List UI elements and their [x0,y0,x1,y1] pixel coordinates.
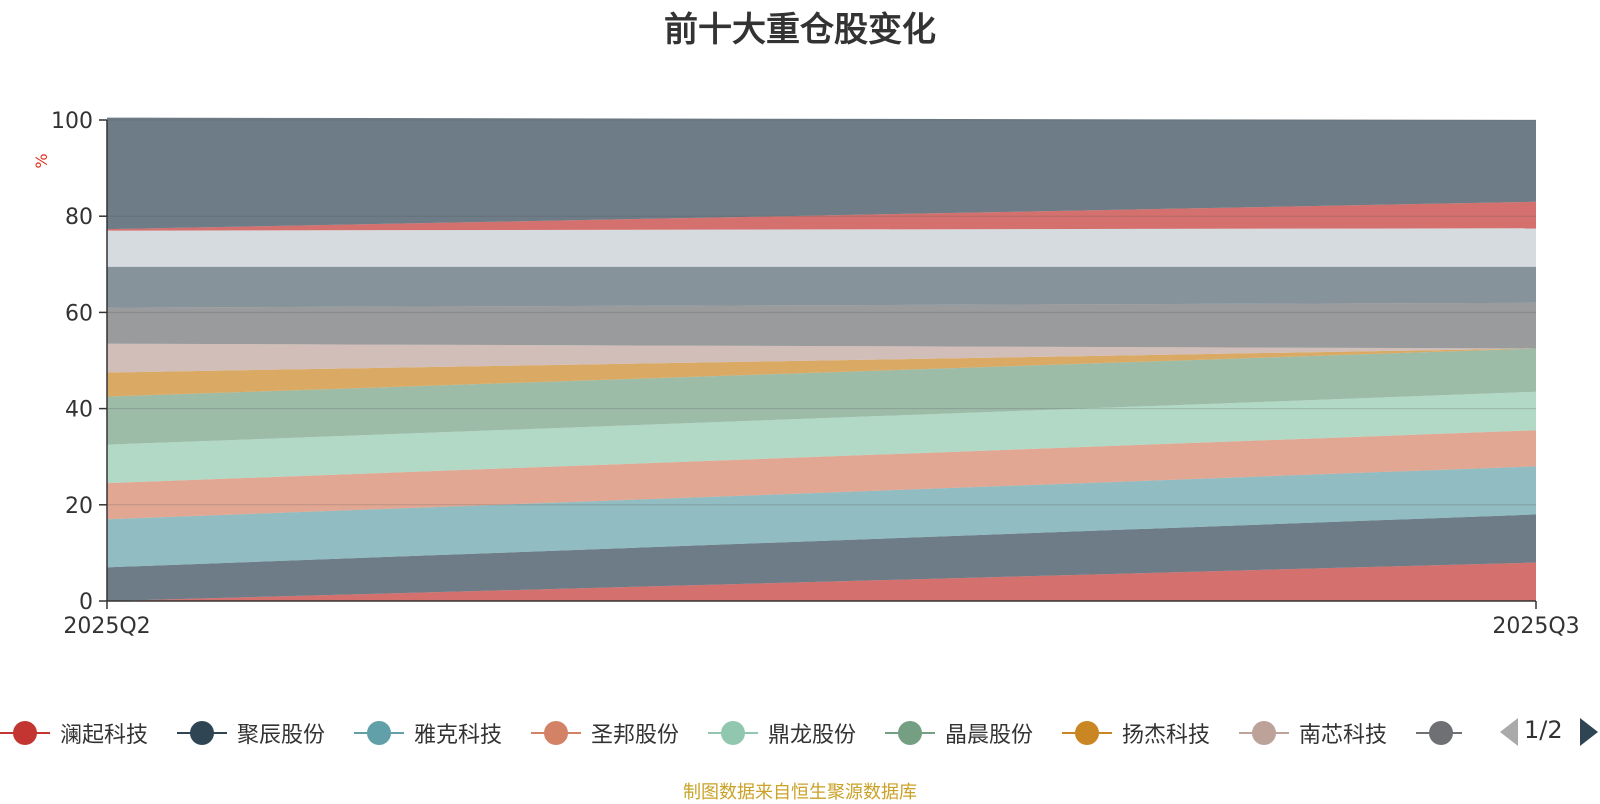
legend-marker-icon [1239,708,1289,758]
legend-prev-page-icon[interactable] [1500,718,1518,746]
area-series-13 [107,117,1536,230]
area-series-2 [107,514,1536,601]
legend-item[interactable]: 扬杰科技 [1062,708,1210,758]
area-series-7 [107,348,1536,397]
chart-area: 0 20 40 60 80 100 2025Q2 2025Q3 % [32,109,1580,639]
y-tick-label: 80 [65,205,93,230]
chart-title: 前十大重仓股变化 [664,10,936,50]
legend-label: 聚辰股份 [237,723,326,748]
legend-marker-icon [354,708,404,758]
axes: 0 20 40 60 80 100 2025Q2 2025Q3 [51,109,1580,639]
legend-marker-icon [1416,708,1462,758]
y-tick-label: 40 [65,398,93,423]
legend-marker-icon [531,708,581,758]
legend-item[interactable]: 南芯科技 [1239,708,1387,758]
area-series-6 [107,348,1536,445]
legend-marker-icon [0,708,50,758]
legend-marker-icon [177,708,227,758]
legend-item[interactable]: 兆 [1416,708,1462,758]
legend-label: 南芯科技 [1299,723,1388,748]
grid-lines [107,119,1536,506]
legend-item[interactable]: 澜起科技 [0,708,148,758]
legend-item[interactable]: 圣邦股份 [531,708,679,758]
legend-item[interactable]: 聚辰股份 [177,708,325,758]
area-series-4 [107,430,1536,520]
y-tick-label: 60 [65,301,93,326]
area-series-group [107,117,1536,601]
source-note: 制图数据来自恒生聚源数据库 [683,782,917,803]
legend-label: 晶晨股份 [945,723,1034,748]
legend-label: 圣邦股份 [591,723,680,748]
legend-marker-icon [1062,708,1112,758]
area-series-9 [107,302,1536,349]
y-tick-label: 100 [51,109,93,134]
legend-label: 鼎龙股份 [768,723,857,748]
area-series-10 [107,266,1536,308]
legend-item[interactable]: 雅克科技 [354,708,502,758]
legend-page-label: 1/2 [1524,716,1563,744]
legend-next-page-icon[interactable] [1580,718,1598,746]
area-series-8 [107,343,1536,373]
y-tick-label: 0 [79,590,93,615]
legend-items: 澜起科技 聚辰股份 雅克科技 圣邦股份 鼎龙股份 晶晨股份 扬杰科技 南芯科技 兆 [0,708,1462,758]
y-axis-label: % [32,153,51,168]
area-series-12 [107,201,1536,231]
legend-marker-icon [885,708,935,758]
area-series-3 [107,466,1536,568]
legend-label: 扬杰科技 [1122,723,1211,748]
legend-label: 澜起科技 [60,723,149,748]
x-tick-label: 2025Q3 [1492,614,1579,639]
legend-item[interactable]: 鼎龙股份 [708,708,856,758]
y-tick-label: 20 [65,494,93,519]
legend-item[interactable]: 晶晨股份 [885,708,1033,758]
legend-marker-icon [708,708,758,758]
legend-label: 雅克科技 [414,723,503,748]
legend: 澜起科技 聚辰股份 雅克科技 圣邦股份 鼎龙股份 晶晨股份 扬杰科技 南芯科技 兆 [0,708,1600,758]
area-series-5 [107,391,1536,484]
x-tick-label: 2025Q2 [63,614,150,639]
area-series-11 [107,228,1536,267]
legend-pager: 1/2 [1492,706,1600,758]
